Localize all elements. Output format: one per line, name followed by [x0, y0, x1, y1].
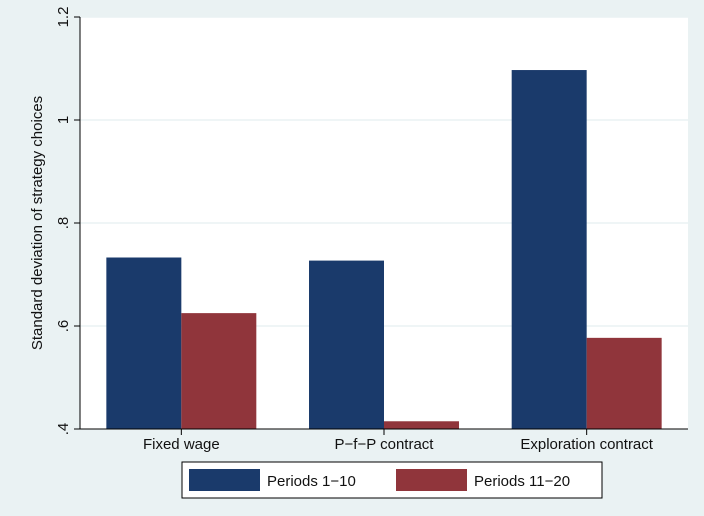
y-tick-label: 1.2	[55, 7, 72, 28]
x-ticks: Fixed wage P−f−P contract Exploration cont…	[143, 429, 654, 453]
y-tick-label: 1	[55, 116, 72, 124]
x-tick-label: P−f−P contract	[335, 436, 435, 453]
bar	[181, 313, 257, 429]
bar	[384, 421, 459, 429]
y-tick-label: .8	[55, 217, 72, 230]
legend-label-periods-1-10: Periods 1−10	[267, 473, 356, 490]
y-tick-label: .6	[55, 320, 72, 333]
y-axis-label: Standard deviation of strategy choices	[29, 96, 46, 350]
x-tick-label: Exploration contract	[520, 436, 653, 453]
legend-swatch-periods-1-10	[189, 469, 260, 491]
y-tick-label: .4	[55, 423, 72, 436]
bar	[106, 257, 182, 429]
x-tick-label: Fixed wage	[143, 436, 220, 453]
legend-label-periods-11-20: Periods 11−20	[474, 473, 570, 490]
bars	[106, 70, 662, 430]
legend: Periods 1−10 Periods 11−20	[181, 461, 603, 499]
bar	[511, 70, 587, 430]
bar	[309, 260, 384, 429]
bar	[586, 337, 662, 429]
legend-swatch-periods-11-20	[396, 469, 467, 491]
y-ticks: .4 .6 .8 1 1.2	[55, 7, 80, 436]
